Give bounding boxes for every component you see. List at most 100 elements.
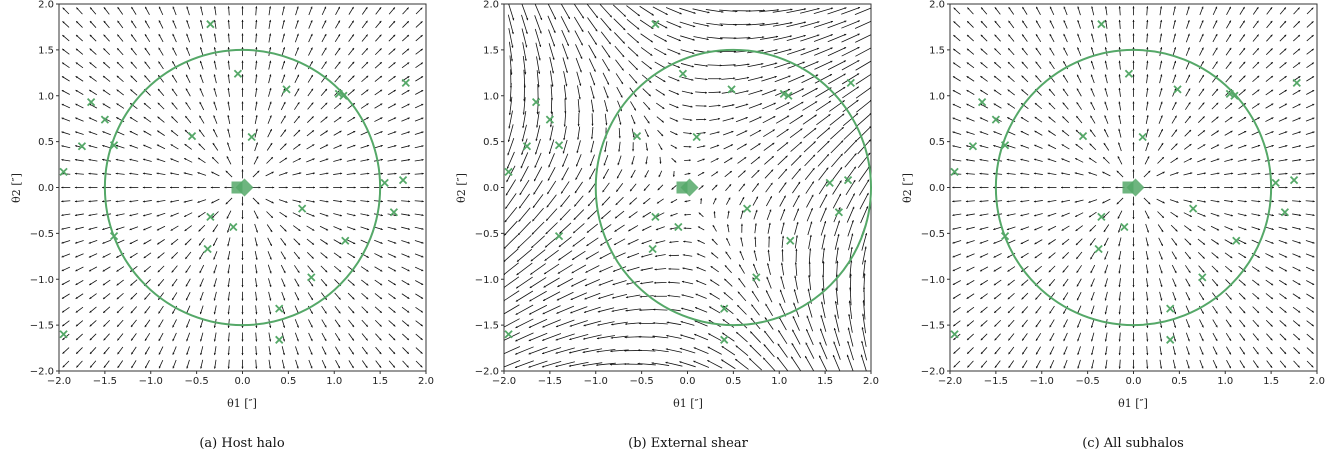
quiver-arrow <box>708 91 721 94</box>
quiver-arrow <box>722 117 735 122</box>
quiver-arrow <box>529 277 547 289</box>
quiver-arrow-head <box>504 287 505 289</box>
quiver-arrow <box>504 220 518 236</box>
quiver-arrow <box>569 320 588 327</box>
quiver-arrow-head <box>1034 144 1037 147</box>
quiver-arrow-head <box>1229 34 1232 37</box>
quiver-arrow-head <box>75 310 78 313</box>
quiver-arrow <box>802 114 817 125</box>
quiver-arrow-head <box>255 325 258 328</box>
quiver-arrow-head <box>787 88 791 91</box>
quiver-arrow <box>775 102 790 110</box>
quiver-arrow-head <box>1161 157 1164 160</box>
quiver-arrow <box>819 328 827 346</box>
subhalo-marker <box>282 85 291 94</box>
quiver-arrow-head <box>1173 366 1176 369</box>
quiver-arrow <box>555 319 575 328</box>
quiver-arrow-head <box>213 33 216 36</box>
quiver-arrow-head <box>102 200 105 203</box>
quiver-arrow <box>561 43 569 60</box>
quiver-arrow-head <box>393 48 396 51</box>
quiver-arrow-head <box>784 182 787 185</box>
quiver-arrow-head <box>751 304 754 307</box>
x-tick-label: 0.5 <box>280 376 296 387</box>
subhalo-marker <box>531 98 541 107</box>
quiver-arrow-head <box>61 131 64 134</box>
quiver-arrow-head <box>393 269 396 272</box>
quiver-arrow-head <box>744 143 747 146</box>
quiver-arrow-head <box>1118 115 1121 118</box>
quiver-arrow <box>546 180 557 195</box>
quiver-arrow-head <box>630 189 633 192</box>
quiver-arrow <box>735 345 749 356</box>
caption: (b) External shear <box>628 436 748 451</box>
quiver-arrow-head <box>1118 312 1121 315</box>
quiver-arrow <box>791 329 801 345</box>
quiver-arrow <box>693 360 710 368</box>
overlay <box>504 20 872 344</box>
quiver-arrow-head <box>1298 255 1301 258</box>
quiver-arrow-head <box>1035 297 1038 300</box>
quiver-arrow-head <box>1202 116 1205 119</box>
quiver-arrow <box>614 45 625 58</box>
quiver-arrow <box>599 251 613 260</box>
quiver-arrow <box>640 253 653 258</box>
quiver-arrow-head <box>1311 351 1314 354</box>
quiver-arrow-head <box>736 332 739 335</box>
quiver-arrow-head <box>742 197 745 200</box>
quiver-arrow-head <box>1007 297 1010 300</box>
quiver-arrow-head <box>213 325 216 328</box>
quiver-arrow <box>533 166 543 182</box>
quiver-arrow-head <box>143 158 146 161</box>
quiver-arrow-head <box>607 68 610 72</box>
quiver-arrow <box>861 327 867 347</box>
quiver-arrow-head <box>782 222 785 225</box>
quiver-arrow-head <box>102 283 106 286</box>
quiver-arrow-head <box>1132 155 1135 158</box>
quiver-arrow-head <box>980 338 983 341</box>
quiver-arrow-head <box>722 332 725 335</box>
quiver-arrow-head <box>705 78 708 81</box>
quiver-arrow-head <box>776 22 779 25</box>
quiver-arrow-head <box>993 228 996 231</box>
quiver-arrow-head <box>283 60 286 64</box>
quiver-arrow-head <box>1187 325 1190 328</box>
quiver-arrow-head <box>661 133 664 137</box>
quiver-arrow-head <box>720 24 724 27</box>
quiver-arrow-head <box>283 298 286 301</box>
quiver-arrow-head <box>1270 75 1273 78</box>
quiver-arrow-head <box>1188 298 1190 301</box>
quiver-arrow-head <box>1271 255 1274 258</box>
quiver-arrow-head <box>659 161 662 164</box>
quiver-arrow-head <box>103 48 106 51</box>
quiver-arrow <box>639 295 654 298</box>
y-tick-label: 2.0 <box>929 0 945 11</box>
quiver-arrow-head <box>856 99 859 102</box>
quiver-arrow-head <box>365 20 368 23</box>
quiver-arrow-head <box>324 61 327 64</box>
quiver-arrow-head <box>952 227 955 230</box>
quiver-arrow-head <box>365 34 368 37</box>
quiver-arrow-head <box>1202 242 1205 245</box>
quiver-arrow-head <box>518 232 521 236</box>
quiver-arrow-head <box>379 62 382 65</box>
quiver-arrow-head <box>714 197 717 201</box>
quiver-arrow-head <box>814 128 817 131</box>
quiver-arrow-head <box>116 61 120 65</box>
quiver-arrow <box>804 154 816 167</box>
quiver-arrow-head <box>1258 158 1261 161</box>
quiver-arrow-head <box>752 277 755 280</box>
quiver-arrow-head <box>695 280 699 283</box>
subhalo-marker <box>554 231 564 241</box>
quiver-arrow-head <box>1118 74 1121 77</box>
quiver-arrow <box>680 321 695 326</box>
quiver-arrow-head <box>808 275 811 278</box>
quiver-arrow-head <box>775 49 778 52</box>
quiver-arrow-head <box>823 247 826 250</box>
quiver-arrow-head <box>1090 284 1093 287</box>
quiver-arrow-head <box>1174 270 1177 274</box>
quiver-arrow-head <box>103 324 106 327</box>
quiver-arrow-head <box>297 242 301 246</box>
quiver-arrow-head <box>848 300 851 303</box>
quiver-arrow-head <box>569 324 572 327</box>
